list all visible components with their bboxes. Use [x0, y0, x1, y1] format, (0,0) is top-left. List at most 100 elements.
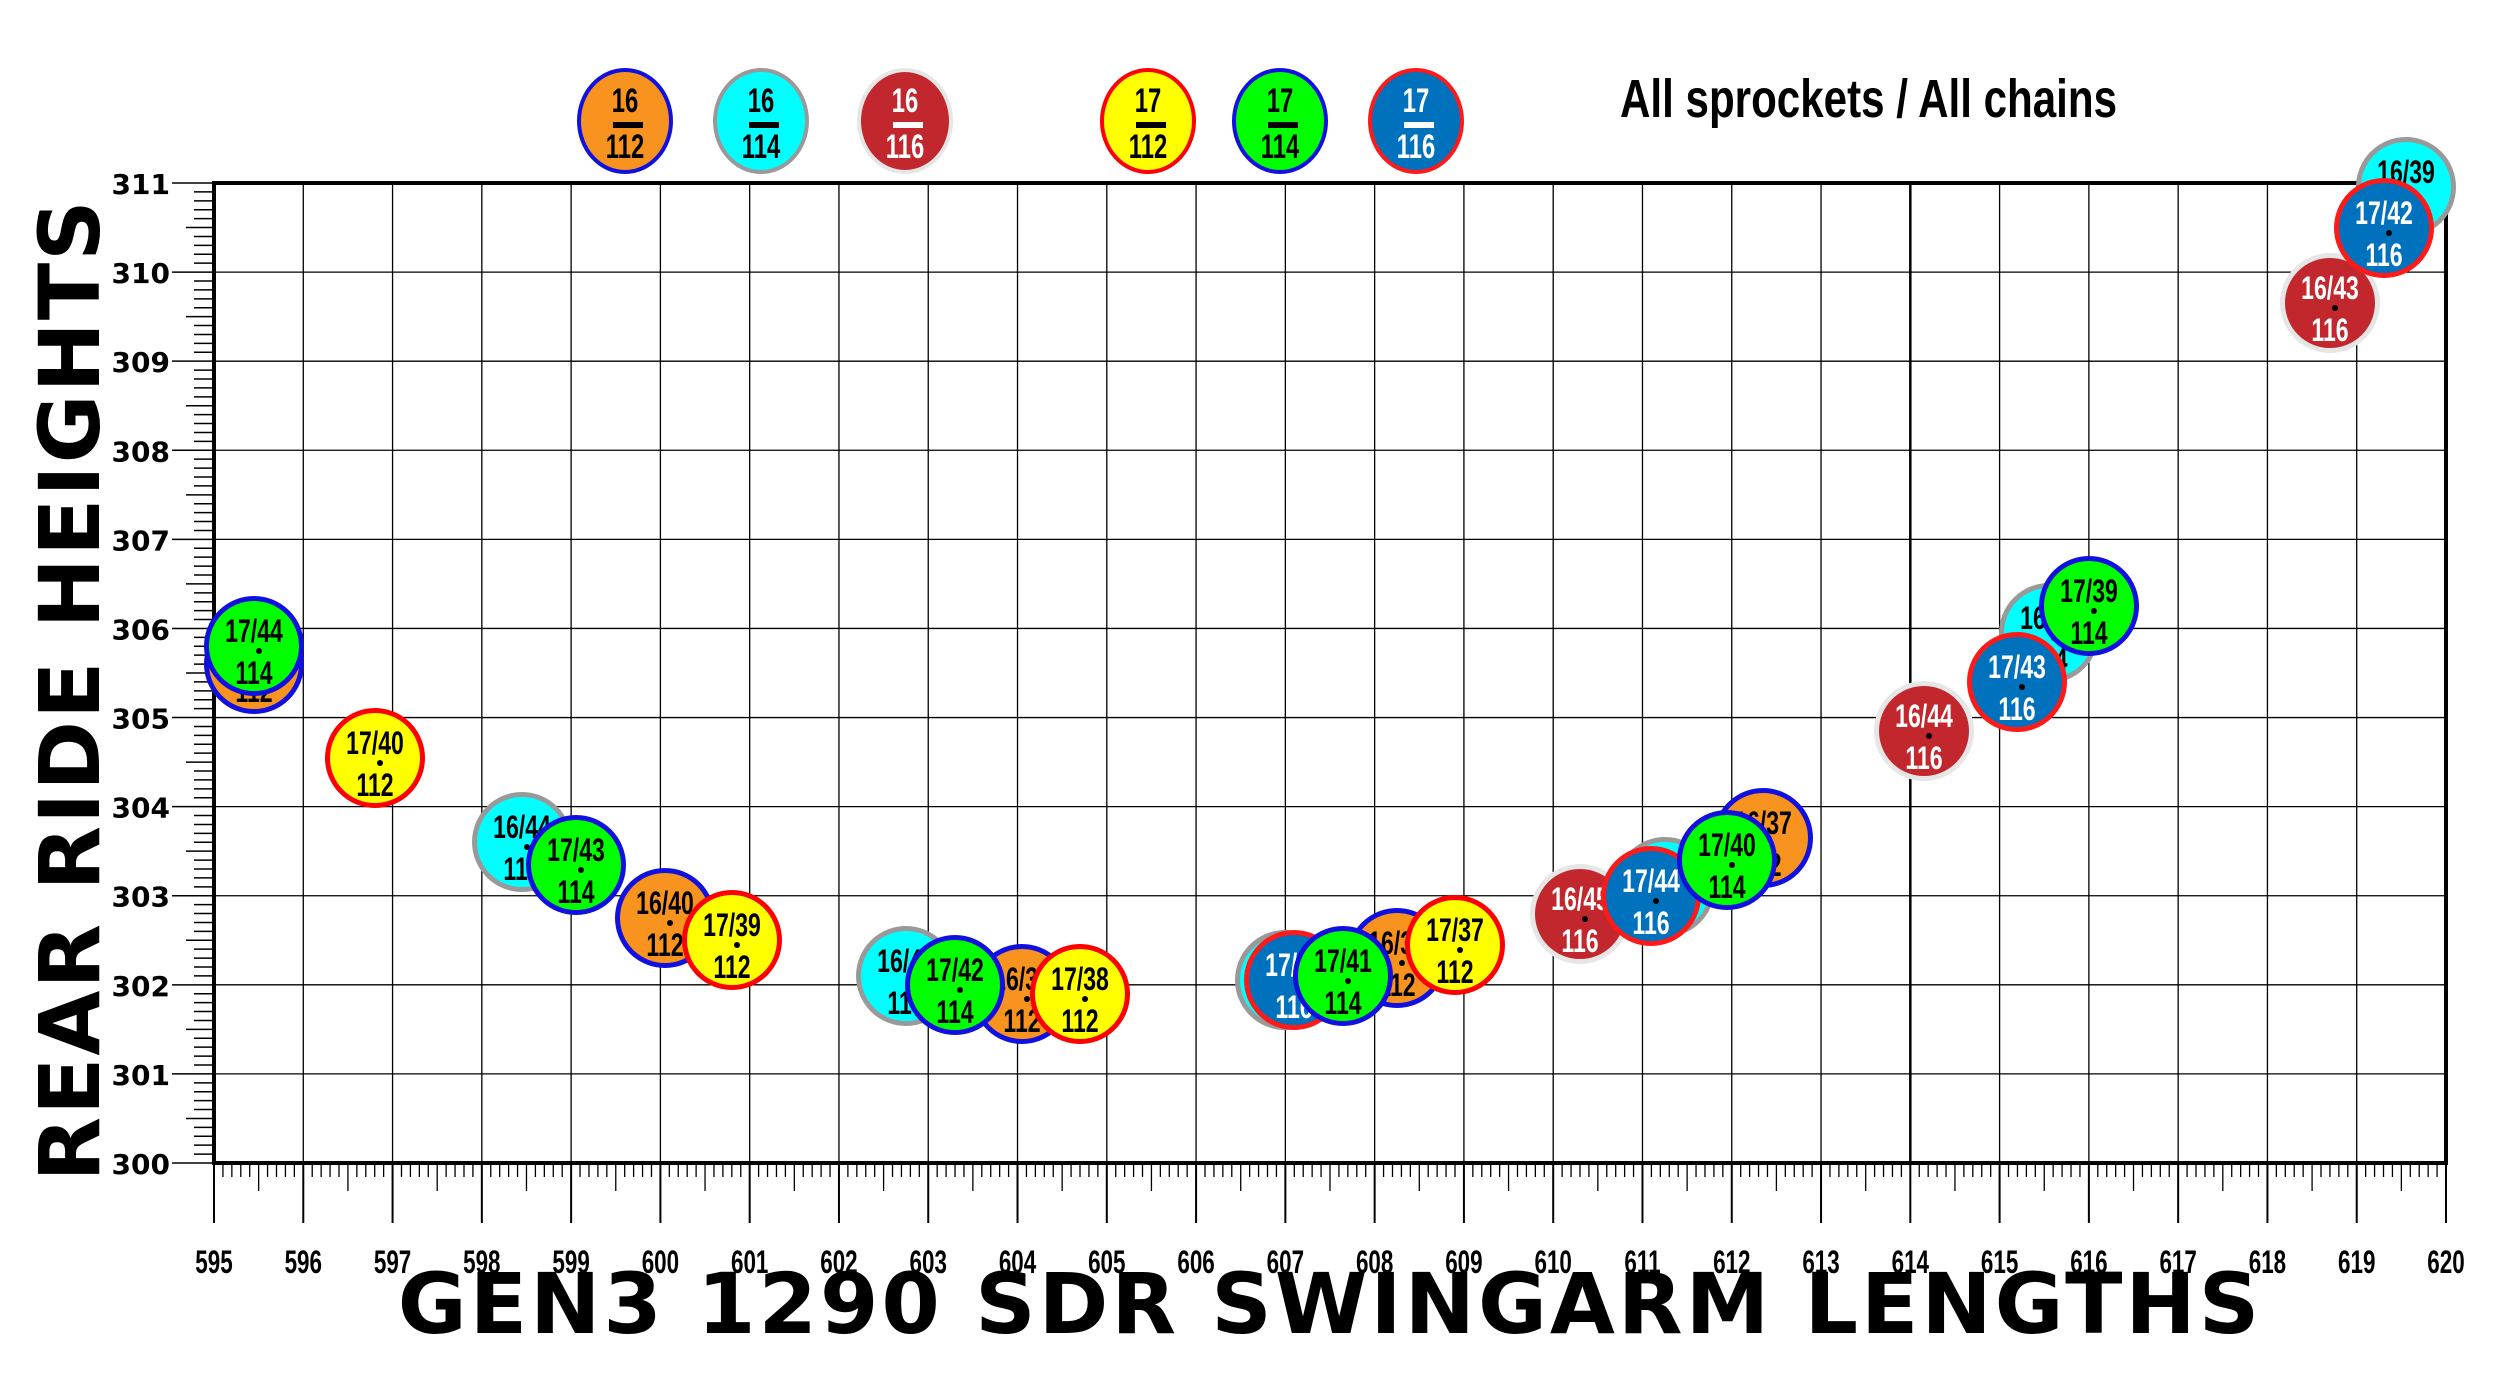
legend-item-17-114: 17 114	[1232, 68, 1328, 174]
legend-chain-length: 112	[605, 128, 645, 166]
point-chain: 112	[713, 949, 751, 986]
legend-item-16-112: 16 112	[577, 68, 673, 174]
point-marker	[1581, 915, 1588, 922]
point-sprockets: 16/45	[1551, 880, 1609, 917]
y-tick-label: 302	[112, 970, 170, 1003]
x-tick-label: 608	[1356, 1244, 1393, 1280]
point-chain: 112	[1061, 1002, 1099, 1039]
point-chain: 116	[1998, 690, 2037, 727]
x-tick-label: 605	[1088, 1244, 1125, 1280]
point-sprockets: 17/42	[2354, 194, 2413, 231]
point-chain: 116	[1561, 922, 1599, 959]
point-sprockets: 16/44	[1894, 697, 1953, 734]
point-chain: 114	[936, 993, 974, 1030]
point-sprockets: 17/40	[1698, 827, 1757, 864]
legend-item-16-116: 16 116	[857, 68, 953, 174]
y-tick-label: 307	[112, 524, 170, 557]
point-marker	[666, 920, 673, 926]
x-tick-label: 616	[2070, 1244, 2107, 1280]
point-marker	[1456, 946, 1463, 953]
point-chain: 114	[556, 873, 595, 910]
legend-item-17-112: 17 112	[1100, 68, 1196, 174]
data-point: 17/38 112	[1030, 943, 1131, 1044]
point-chain: 116	[2364, 236, 2403, 273]
x-tick-label: 603	[910, 1244, 947, 1280]
data-point: 17/37 112	[1404, 894, 1505, 995]
point-marker	[1925, 732, 1932, 739]
data-point: 17/43 116	[1967, 631, 2068, 732]
point-sprockets: 17/44	[1622, 862, 1681, 899]
x-tick-label: 604	[999, 1244, 1037, 1280]
data-point: 17/40 112	[324, 707, 425, 808]
point-marker	[256, 648, 263, 655]
legend-divider	[613, 122, 643, 128]
data-point: 17/42 114	[905, 934, 1006, 1035]
legend-chain-length: 114	[741, 128, 781, 166]
point-marker	[1729, 862, 1736, 869]
point-sprockets: 17/43	[1988, 648, 2047, 685]
point-sprockets: 16/43	[2301, 270, 2359, 307]
x-tick-label: 617	[2159, 1244, 2196, 1280]
legend-divider	[893, 122, 923, 128]
point-marker	[1023, 995, 1030, 1002]
data-point: 17/44 114	[204, 596, 305, 697]
x-tick-label: 598	[463, 1244, 500, 1280]
y-tick-label: 311	[112, 168, 170, 201]
point-sprockets: 17/37	[1426, 911, 1484, 948]
data-point: 17/41 114	[1293, 925, 1394, 1026]
data-point: 17/39 114	[2038, 556, 2139, 657]
legend-item-17-116: 17 116	[1368, 68, 1464, 174]
y-axis-title: REAR RIDE HEIGHTS	[21, 198, 119, 1182]
x-tick-label: 596	[285, 1244, 322, 1280]
point-marker	[1345, 977, 1352, 984]
x-tick-label: 599	[552, 1244, 589, 1280]
legend-divider	[1268, 122, 1298, 128]
legend-divider	[749, 122, 779, 128]
point-sprockets: 17/41	[1314, 942, 1373, 979]
point-chain: 112	[646, 927, 684, 963]
point-marker	[2385, 229, 2392, 236]
point-sprockets: 17/42	[926, 951, 984, 988]
legend-chain-length: 114	[1260, 128, 1300, 166]
legend-front-sprocket: 17	[1134, 82, 1162, 120]
point-marker	[2331, 305, 2338, 312]
legend-chain-length: 116	[885, 128, 925, 166]
legend-chain-length: 112	[1128, 128, 1168, 166]
x-tick-label: 613	[1802, 1244, 1839, 1280]
y-tick-label: 308	[112, 435, 170, 468]
x-tick-label: 606	[1177, 1244, 1214, 1280]
legend-item-16-114: 16 114	[713, 68, 809, 174]
point-sprockets: 17/40	[345, 724, 404, 761]
point-chain: 114	[1324, 984, 1362, 1021]
point-chain: 114	[2070, 615, 2108, 652]
data-point: 17/40 114	[1677, 810, 1778, 911]
y-tick-label: 301	[112, 1059, 170, 1092]
point-marker	[1082, 995, 1089, 1002]
point-sprockets: 17/43	[546, 831, 605, 868]
point-marker	[376, 759, 383, 766]
x-tick-label: 618	[2249, 1244, 2286, 1280]
data-point: 16/44 116	[1873, 680, 1974, 781]
x-tick-label: 607	[1267, 1244, 1304, 1280]
y-tick-label: 310	[112, 257, 170, 290]
point-chain: 114	[1708, 869, 1746, 906]
x-tick-label: 610	[1535, 1244, 1572, 1280]
x-tick-label: 601	[731, 1244, 768, 1280]
x-tick-label: 619	[2338, 1244, 2375, 1280]
point-marker	[1653, 897, 1660, 904]
data-point: 17/39 112	[681, 890, 782, 991]
y-tick-label: 305	[112, 703, 170, 736]
legend-front-sprocket: 17	[1402, 82, 1430, 120]
point-marker	[957, 986, 964, 993]
point-chain: 116	[2311, 312, 2349, 349]
x-tick-label: 600	[642, 1244, 679, 1280]
x-tick-label: 595	[195, 1244, 232, 1280]
legend-divider	[1404, 122, 1434, 128]
y-tick-label: 300	[112, 1148, 170, 1181]
legend-divider	[1136, 122, 1166, 128]
point-chain: 112	[356, 766, 394, 803]
x-tick-label: 602	[820, 1244, 857, 1280]
legend-front-sprocket: 17	[1266, 82, 1294, 120]
point-marker	[577, 866, 584, 873]
x-tick-label: 612	[1713, 1244, 1750, 1280]
